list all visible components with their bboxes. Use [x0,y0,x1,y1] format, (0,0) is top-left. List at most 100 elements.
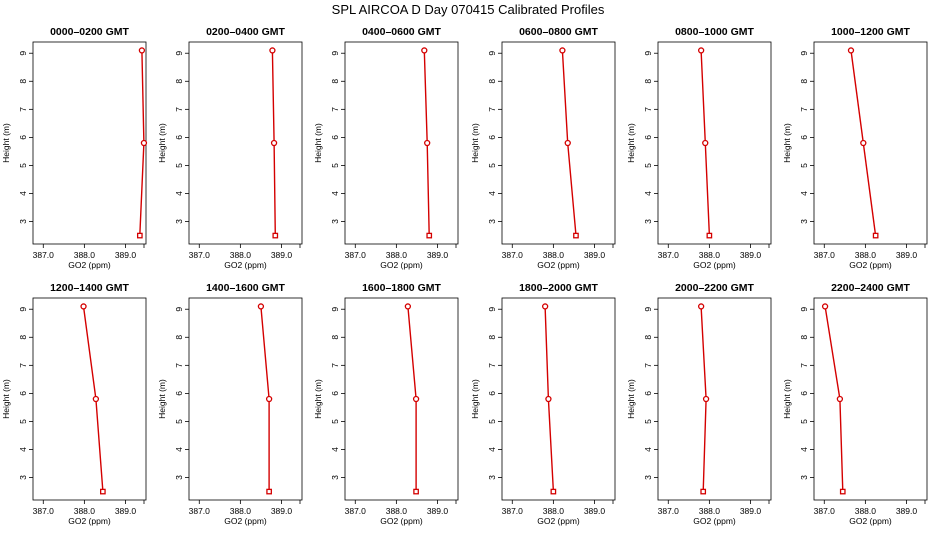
x-axis-label: GO2 (ppm) [380,260,423,270]
data-point [545,395,552,403]
x-tick-label: 388.0 [543,250,565,260]
y-axis-label: Height (m) [470,379,480,419]
plot-frame [188,297,303,501]
y-tick-label: 3 [487,219,497,224]
data-point-square [266,488,272,495]
y-tick-label: 8 [18,79,28,84]
panel-title: 0600–0800 GMT [519,26,598,38]
panel-2: 0200–0400 GMT 387.0 388.0 389.0 GO2 (ppm) 3 4 5… [157,26,303,270]
y-tick-label: 7 [487,107,497,112]
y-tick-label: 6 [18,391,28,396]
panel-title: 1400–1600 GMT [206,282,285,294]
x-tick-label: 388.0 [386,506,408,516]
x-tick-label: 388.0 [230,506,252,516]
x-tick-label: 387.0 [189,250,211,260]
x-tick-label: 389.0 [271,250,293,260]
y-tick-label: 7 [643,363,653,368]
panel-1: 0000–0200 GMT 387.0 388.0 389.0 GO2 (ppm) 3 4 5… [1,26,148,270]
y-tick-label: 9 [330,307,340,312]
x-tick-label: 388.0 [699,506,721,516]
plot-frame [657,297,772,501]
data-point [564,139,571,147]
plot-frame [344,41,459,245]
data-point [421,47,428,54]
y-tick-label: 3 [643,475,653,480]
x-tick-label: 389.0 [896,506,918,516]
data-point-square [573,232,579,239]
panel-4: 0600–0800 GMT 387.0 388.0 389.0 GO2 (ppm) 3 4 5… [470,26,616,270]
panel-12: 2200–2400 GMT 387.0 388.0 389.0 GO2 (ppm) 3 4 5… [782,282,928,526]
x-tick-label: 389.0 [584,506,606,516]
y-tick-label: 4 [174,447,184,452]
x-axis-label: GO2 (ppm) [224,260,267,270]
plot-frame [32,297,147,501]
x-tick-label: 387.0 [814,250,836,260]
y-tick-label: 5 [643,163,653,168]
y-tick-label: 5 [799,419,809,424]
x-axis-label: GO2 (ppm) [849,260,892,270]
x-tick-label: 389.0 [584,250,606,260]
data-point [847,47,855,54]
y-tick-label: 4 [799,191,809,196]
y-tick-label: 4 [487,191,497,196]
y-tick-label: 8 [799,79,809,84]
y-tick-label: 3 [18,219,28,224]
x-tick-label: 389.0 [115,506,137,516]
y-axis-label: Height (m) [313,379,323,419]
x-tick-label: 389.0 [740,250,762,260]
panel-title: 0800–1000 GMT [675,26,754,38]
y-axis-label: Height (m) [157,123,167,163]
y-tick-label: 9 [174,51,184,56]
x-tick-label: 388.0 [855,250,877,260]
y-tick-label: 6 [174,391,184,396]
x-tick-label: 387.0 [658,250,680,260]
data-point [138,47,146,54]
panel-title: 2000–2200 GMT [675,282,754,294]
x-tick-label: 387.0 [814,506,836,516]
y-tick-label: 3 [174,475,184,480]
x-tick-label: 388.0 [74,250,96,260]
panel-11: 2000–2200 GMT 387.0 388.0 389.0 GO2 (ppm) 3 4 5… [626,282,772,526]
plot-frame [32,41,147,245]
y-tick-label: 7 [174,107,184,112]
panel-3: 0400–0600 GMT 387.0 388.0 389.0 GO2 (ppm) 3 4 5… [313,26,459,270]
x-tick-label: 389.0 [115,250,137,260]
x-tick-label: 389.0 [740,506,762,516]
y-tick-label: 3 [487,475,497,480]
y-tick-label: 8 [643,79,653,84]
y-axis-label: Height (m) [626,123,636,163]
y-tick-label: 9 [643,51,653,56]
x-axis-label: GO2 (ppm) [693,260,736,270]
data-point [697,47,705,54]
y-tick-label: 6 [487,135,497,140]
panel-6: 1000–1200 GMT 387.0 388.0 389.0 GO2 (ppm) 3 4 5… [782,26,928,270]
data-point [836,395,844,403]
data-point [404,303,412,310]
y-tick-label: 3 [799,475,809,480]
x-tick-label: 389.0 [427,506,449,516]
data-point [541,303,549,310]
y-tick-label: 6 [487,391,497,396]
y-tick-label: 7 [330,363,340,368]
y-tick-label: 5 [330,419,340,424]
panel-title: 1200–1400 GMT [50,282,129,294]
y-tick-label: 9 [799,51,809,56]
panel-title: 0000–0200 GMT [50,26,129,38]
panel-title: 0200–0400 GMT [206,26,285,38]
y-tick-label: 9 [487,307,497,312]
y-tick-label: 3 [330,219,340,224]
y-tick-label: 7 [799,107,809,112]
data-point-square [839,488,846,495]
panel-title: 1800–2000 GMT [519,282,598,294]
x-tick-label: 389.0 [271,506,293,516]
data-point [265,395,273,403]
y-tick-label: 4 [330,447,340,452]
data-point-square [136,232,143,239]
x-tick-label: 388.0 [386,250,408,260]
x-tick-label: 387.0 [33,250,55,260]
x-tick-label: 389.0 [427,250,449,260]
y-tick-label: 8 [18,335,28,340]
data-point-square [706,232,713,239]
y-axis-label: Height (m) [626,379,636,419]
